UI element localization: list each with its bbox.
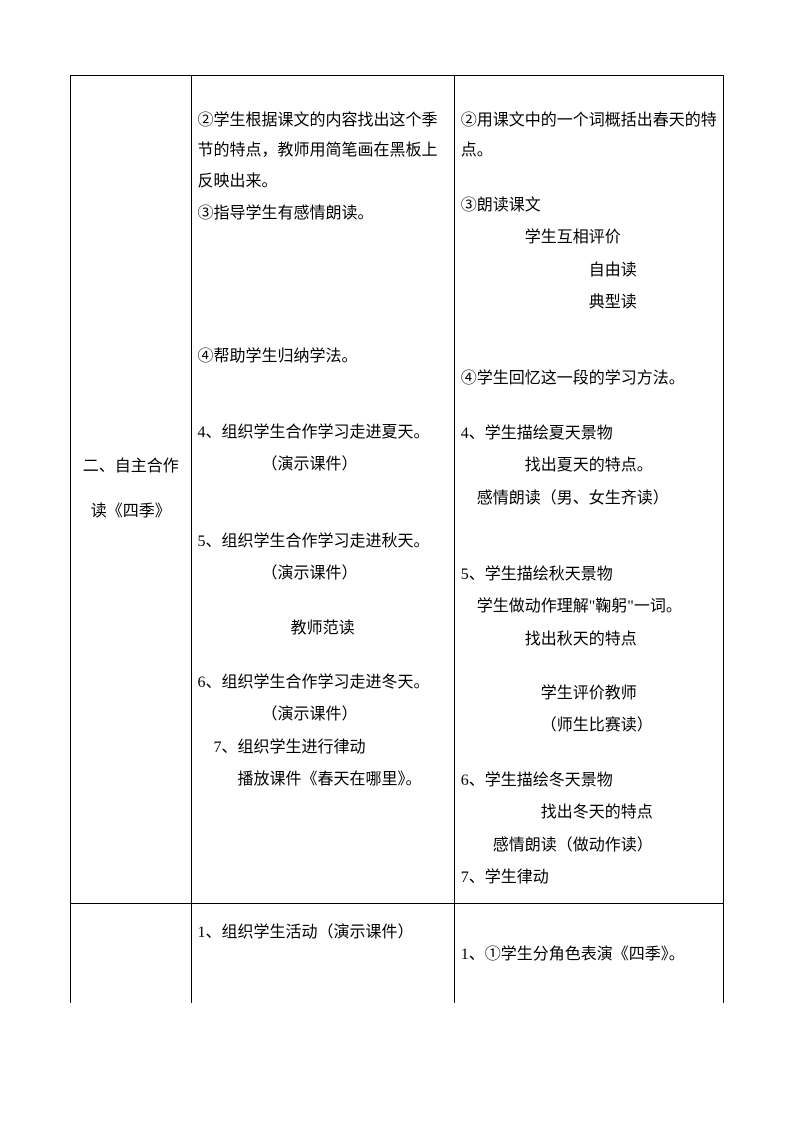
section-title-line1: 二、自主合作	[77, 445, 185, 490]
text-line: 7、学生律动	[461, 863, 717, 893]
text-line: 找出冬天的特点	[461, 798, 717, 828]
student-activity-cell: ②用课文中的一个词概括出春天的特点。 ③朗读课文 学生互相评价 自由读 典型读 …	[454, 76, 723, 904]
lesson-plan-table: 二、自主合作 读《四季》 ②学生根据课文的内容找出这个季节的特点，教师用简笔画在…	[70, 75, 724, 1003]
text-line: 4、学生描绘夏天景物	[461, 419, 717, 449]
text-line: 感情朗读（做动作读）	[461, 831, 717, 861]
text-line: 学生互相评价	[461, 223, 717, 253]
teacher-activity-cell: 1、组织学生活动（演示课件）	[191, 904, 454, 1003]
text-line: 自由读	[461, 256, 717, 286]
empty-cell	[71, 904, 192, 1003]
text-line: 5、组织学生合作学习走进秋天。	[198, 527, 448, 557]
teacher-activity-cell: ②学生根据课文的内容找出这个季节的特点，教师用简笔画在黑板上反映出来。 ③指导学…	[191, 76, 454, 904]
section-title-cell: 二、自主合作 读《四季》	[71, 76, 192, 904]
table-row: 1、组织学生活动（演示课件） 1、①学生分角色表演《四季》。	[71, 904, 724, 1003]
text-line: 6、学生描绘冬天景物	[461, 766, 717, 796]
text-line: 1、组织学生活动（演示课件）	[198, 918, 448, 948]
text-line: 感情朗读（男、女生齐读）	[461, 484, 717, 514]
text-line: 学生做动作理解"鞠躬"一词。	[461, 592, 717, 622]
text-line: ④学生回忆这一段的学习方法。	[461, 364, 717, 394]
text-line: 教师范读	[198, 614, 448, 644]
text-line: 找出秋天的特点	[461, 625, 717, 655]
text-line: 典型读	[461, 288, 717, 318]
text-line: ③指导学生有感情朗读。	[198, 199, 448, 229]
text-line: （演示课件）	[198, 700, 448, 730]
text-line: 播放课件《春天在哪里》。	[198, 765, 448, 795]
table-row: 二、自主合作 读《四季》 ②学生根据课文的内容找出这个季节的特点，教师用简笔画在…	[71, 76, 724, 904]
section-title-line2: 读《四季》	[77, 490, 185, 535]
text-line: ③朗读课文	[461, 191, 717, 221]
text-line: 学生评价教师	[461, 679, 717, 709]
text-line: ④帮助学生归纳学法。	[198, 342, 448, 372]
text-line: ②学生根据课文的内容找出这个季节的特点，教师用简笔画在黑板上反映出来。	[198, 106, 448, 197]
text-line: （演示课件）	[198, 559, 448, 589]
text-line: 7、组织学生进行律动	[198, 733, 448, 763]
text-line: （师生比赛读）	[461, 711, 717, 741]
student-activity-cell: 1、①学生分角色表演《四季》。	[454, 904, 723, 1003]
text-line: （演示课件）	[198, 450, 448, 480]
text-line: 6、组织学生合作学习走进冬天。	[198, 668, 448, 698]
text-line: 找出夏天的特点。	[461, 451, 717, 481]
text-line: 4、组织学生合作学习走进夏天。	[198, 418, 448, 448]
text-line: 1、①学生分角色表演《四季》。	[461, 940, 717, 970]
text-line: ②用课文中的一个词概括出春天的特点。	[461, 106, 717, 167]
text-line: 5、学生描绘秋天景物	[461, 560, 717, 590]
